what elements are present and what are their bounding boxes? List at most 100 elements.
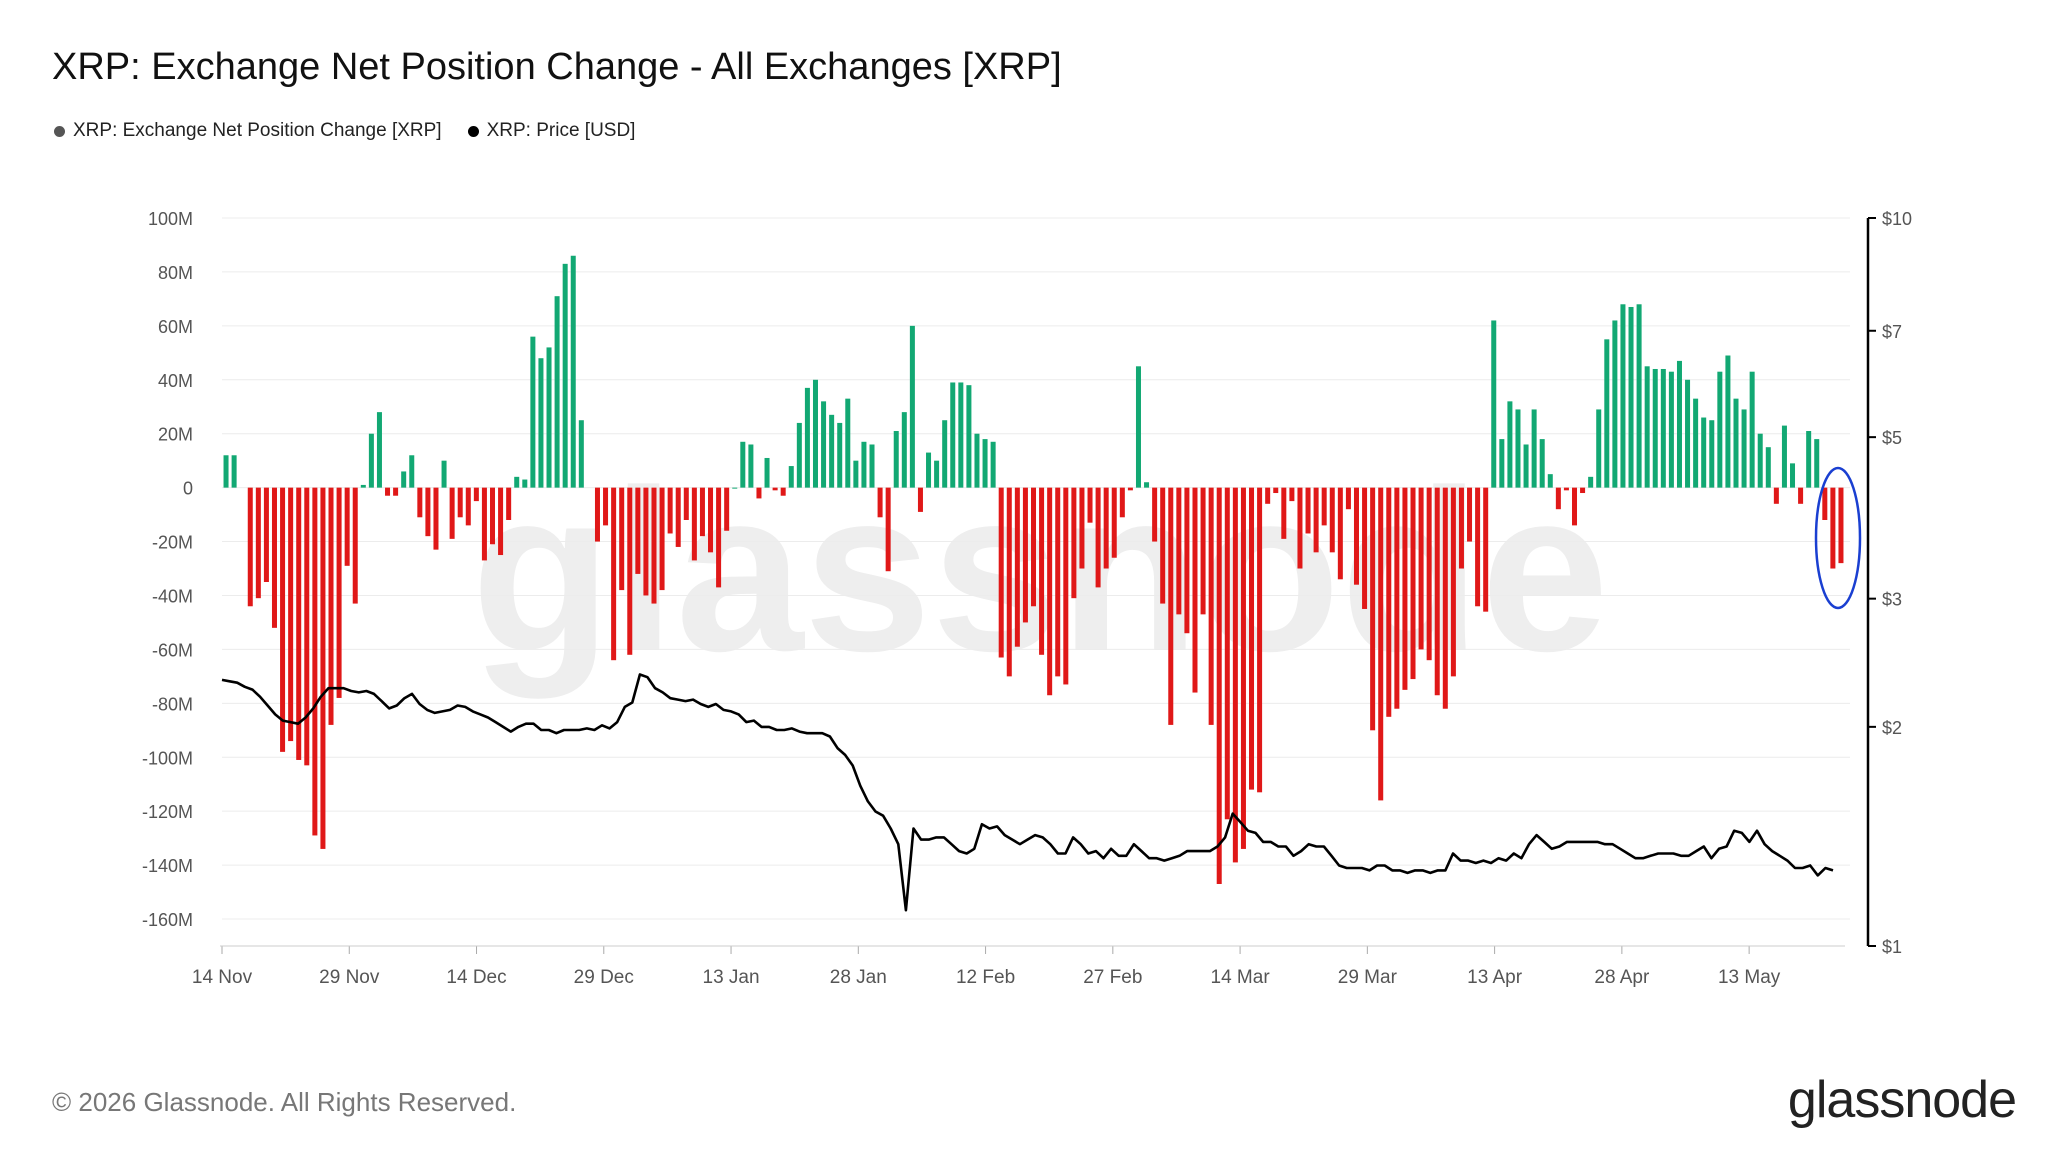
- net-position-bar[interactable]: [368, 433, 374, 488]
- net-position-bar[interactable]: [853, 460, 859, 488]
- glassnode-logo[interactable]: glassnode: [1787, 1071, 2017, 1129]
- net-position-bar[interactable]: [1273, 487, 1279, 494]
- net-position-bar[interactable]: [1434, 487, 1440, 696]
- net-position-bar[interactable]: [1305, 487, 1311, 534]
- net-position-bar[interactable]: [683, 487, 689, 520]
- net-position-bar[interactable]: [1103, 487, 1109, 569]
- net-position-bar[interactable]: [1135, 366, 1141, 488]
- net-position-bar[interactable]: [288, 487, 294, 742]
- net-position-bar[interactable]: [425, 487, 431, 537]
- net-position-bar[interactable]: [1200, 487, 1206, 615]
- net-position-bar[interactable]: [1596, 409, 1602, 488]
- net-position-bar[interactable]: [522, 479, 528, 488]
- net-position-bar[interactable]: [1499, 439, 1505, 488]
- net-position-bar[interactable]: [780, 487, 786, 496]
- net-position-bar[interactable]: [1814, 439, 1820, 488]
- net-position-bar[interactable]: [1822, 487, 1828, 520]
- net-position-bar[interactable]: [336, 487, 342, 698]
- net-position-bar[interactable]: [1604, 339, 1610, 488]
- net-position-bar[interactable]: [1838, 487, 1844, 564]
- net-position-bar[interactable]: [247, 487, 253, 607]
- net-position-bar[interactable]: [417, 487, 423, 518]
- net-position-bar[interactable]: [837, 422, 843, 488]
- net-position-bar[interactable]: [1313, 487, 1319, 553]
- net-position-bar[interactable]: [651, 487, 657, 604]
- net-position-bar[interactable]: [1055, 487, 1061, 677]
- net-position-bar[interactable]: [231, 455, 237, 488]
- net-position-bar[interactable]: [1563, 487, 1569, 491]
- net-position-bar[interactable]: [1555, 487, 1561, 510]
- net-position-bar[interactable]: [1039, 487, 1045, 655]
- net-position-bar[interactable]: [756, 487, 762, 499]
- net-position-bar[interactable]: [255, 487, 261, 599]
- net-position-bar[interactable]: [1257, 487, 1263, 793]
- net-position-bar[interactable]: [1240, 487, 1246, 849]
- net-position-bar[interactable]: [594, 487, 600, 542]
- net-position-bar[interactable]: [1620, 304, 1626, 488]
- net-position-bar[interactable]: [619, 487, 625, 591]
- net-position-bar[interactable]: [498, 487, 504, 556]
- net-position-bar[interactable]: [465, 487, 471, 526]
- net-position-bar[interactable]: [393, 487, 399, 496]
- net-position-bar[interactable]: [223, 455, 229, 488]
- net-position-bar[interactable]: [578, 420, 584, 488]
- net-position-bar[interactable]: [1289, 487, 1295, 502]
- net-position-bar[interactable]: [603, 487, 609, 526]
- net-position-bar[interactable]: [1111, 487, 1117, 558]
- net-position-bar[interactable]: [1515, 409, 1521, 488]
- net-position-bar[interactable]: [1660, 368, 1666, 488]
- net-position-bar[interactable]: [1830, 487, 1836, 569]
- net-position-bar[interactable]: [514, 476, 520, 488]
- net-position-bar[interactable]: [691, 487, 697, 561]
- net-position-bar[interactable]: [611, 487, 617, 661]
- net-position-bar[interactable]: [409, 455, 415, 488]
- net-position-bar[interactable]: [1216, 487, 1222, 884]
- net-position-bar[interactable]: [1790, 463, 1796, 488]
- net-position-bar[interactable]: [950, 382, 956, 488]
- net-position-bar[interactable]: [1458, 487, 1464, 569]
- net-position-bar[interactable]: [1467, 487, 1473, 542]
- net-position-bar[interactable]: [1572, 487, 1578, 526]
- net-position-bar[interactable]: [296, 487, 302, 760]
- net-position-bar[interactable]: [360, 484, 366, 488]
- net-position-bar[interactable]: [1426, 487, 1432, 661]
- net-position-bar[interactable]: [1676, 360, 1682, 488]
- net-position-bar[interactable]: [724, 487, 730, 531]
- net-position-bar[interactable]: [1232, 487, 1238, 863]
- net-position-bar[interactable]: [481, 487, 487, 561]
- net-position-bar[interactable]: [1636, 304, 1642, 488]
- net-position-bar[interactable]: [1450, 487, 1456, 677]
- net-position-bar[interactable]: [942, 420, 948, 488]
- net-position-bar[interactable]: [1176, 487, 1182, 615]
- net-position-bar[interactable]: [1297, 487, 1303, 569]
- net-position-bar[interactable]: [659, 487, 665, 591]
- net-position-bar[interactable]: [974, 433, 980, 488]
- net-position-bar[interactable]: [1394, 487, 1400, 709]
- net-position-bar[interactable]: [1031, 487, 1037, 607]
- net-position-bar[interactable]: [982, 439, 988, 488]
- net-position-bar[interactable]: [1095, 487, 1101, 588]
- net-position-bar[interactable]: [998, 487, 1004, 658]
- legend-item-net-position[interactable]: XRP: Exchange Net Position Change [XRP]: [54, 120, 442, 142]
- net-position-bar[interactable]: [627, 487, 633, 655]
- net-position-bar[interactable]: [1370, 487, 1376, 731]
- net-position-bar[interactable]: [457, 487, 463, 518]
- net-position-bar[interactable]: [926, 452, 932, 488]
- net-position-bar[interactable]: [280, 487, 286, 752]
- net-position-bar[interactable]: [562, 263, 568, 488]
- net-position-bar[interactable]: [320, 487, 326, 849]
- net-position-bar[interactable]: [1079, 487, 1085, 569]
- net-position-bar[interactable]: [1757, 433, 1763, 488]
- net-position-bar[interactable]: [1668, 371, 1674, 488]
- net-position-bar[interactable]: [1265, 487, 1271, 504]
- net-position-bar[interactable]: [304, 487, 310, 766]
- net-position-bar[interactable]: [1442, 487, 1448, 709]
- net-position-bar[interactable]: [1644, 366, 1650, 488]
- net-position-bar[interactable]: [1523, 444, 1529, 488]
- net-position-bar[interactable]: [1410, 487, 1416, 680]
- net-position-bar[interactable]: [1224, 487, 1230, 820]
- net-position-bar[interactable]: [845, 398, 851, 488]
- net-position-bar[interactable]: [490, 487, 496, 545]
- net-position-bar[interactable]: [764, 457, 770, 488]
- net-position-bar[interactable]: [1144, 482, 1150, 488]
